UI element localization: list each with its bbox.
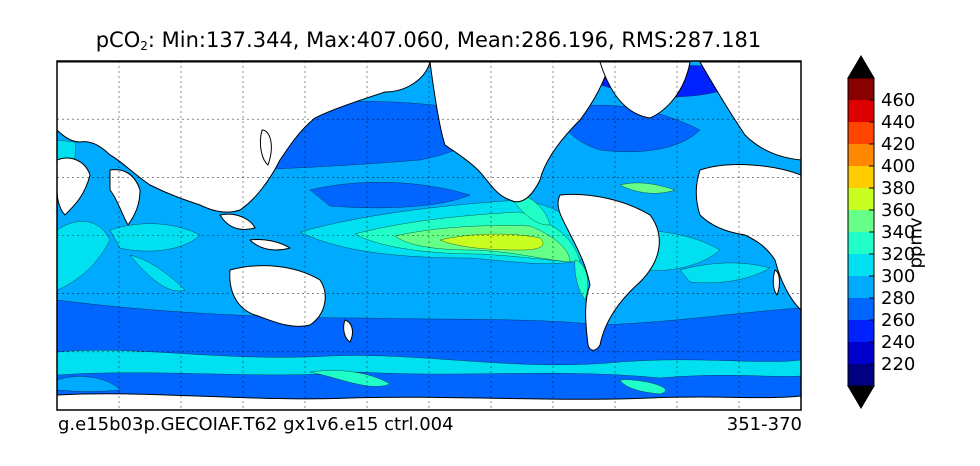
contour-band — [679, 262, 771, 284]
colorbar-swatch — [848, 100, 874, 122]
colorbar-tick-label: 240 — [881, 332, 915, 353]
africa-land — [695, 164, 801, 311]
contour-band — [57, 376, 121, 392]
north-america-land — [429, 61, 611, 203]
colorbar-swatch — [848, 232, 874, 254]
colorbar-tick-label: 360 — [881, 200, 915, 221]
arabia-land — [57, 157, 91, 216]
map-gridlines — [57, 61, 801, 410]
colorbar-tick-label: 260 — [881, 310, 915, 331]
case-name: g.e15b03p.GECOIAF.T62 gx1v6.e15 ctrl.004 — [58, 414, 454, 435]
australia-land — [229, 265, 326, 327]
colorbar-swatch — [848, 276, 874, 298]
colorbar-extend-max — [847, 55, 875, 79]
new-guinea-land — [249, 239, 291, 251]
colorbar-tick-label: 460 — [881, 90, 915, 111]
title-prefix: pCO — [95, 28, 141, 52]
map-area — [57, 61, 801, 410]
colorbar-swatch — [848, 298, 874, 320]
colorbar-tick-label: 280 — [881, 288, 915, 309]
map-frame — [56, 60, 802, 411]
chart-title: pCO2: Min:137.344, Max:407.060, Mean:286… — [56, 28, 801, 53]
greenland-land — [599, 61, 691, 119]
colorbar-tick-label: 440 — [881, 112, 915, 133]
contour-band — [309, 181, 471, 209]
madagascar-land — [772, 269, 780, 296]
contour-band — [109, 223, 201, 252]
year-range: 351-370 — [726, 414, 802, 435]
colorbar-swatch — [848, 364, 874, 386]
indonesia-land — [219, 213, 256, 230]
colorbar-tick-label: 340 — [881, 222, 915, 243]
japan-land — [259, 129, 272, 166]
land-masses — [57, 61, 801, 410]
colorbar-tick-label: 380 — [881, 178, 915, 199]
colorbar-label: ppmv — [905, 217, 927, 269]
contour-band — [619, 379, 666, 395]
eurasia-land — [57, 61, 431, 213]
contour-band — [129, 254, 186, 292]
title-subscript: 2 — [140, 39, 148, 53]
europe-east-land — [699, 61, 801, 161]
contour-band — [439, 233, 544, 251]
colorbar-tick-label: 320 — [881, 244, 915, 265]
colorbar-swatch — [848, 122, 874, 144]
new-zealand-land — [343, 319, 353, 343]
colorbar-swatch — [848, 254, 874, 276]
contour-band — [574, 259, 589, 301]
colorbar-tick-label: 300 — [881, 266, 915, 287]
contour-band — [309, 370, 391, 387]
colorbar-swatch — [848, 342, 874, 364]
colorbar-swatch — [848, 166, 874, 188]
colorbar-swatch — [848, 188, 874, 210]
contour-band — [559, 104, 701, 153]
colorbar-swatch — [848, 78, 874, 100]
title-stats: : Min:137.344, Max:407.060, Mean:286.196… — [147, 28, 762, 52]
south-america-land — [557, 193, 660, 351]
colorbar-tick-label: 220 — [881, 354, 915, 375]
colorbar-tick-label: 420 — [881, 134, 915, 155]
colorbar-swatch — [848, 144, 874, 166]
contour-band — [57, 221, 111, 291]
colorbar-extend-min — [847, 385, 875, 409]
colorbar-tick-label: 400 — [881, 156, 915, 177]
colorbar-swatch — [848, 210, 874, 232]
contour-band — [619, 182, 676, 194]
colorbar-swatch — [848, 320, 874, 342]
india-land — [109, 169, 141, 226]
